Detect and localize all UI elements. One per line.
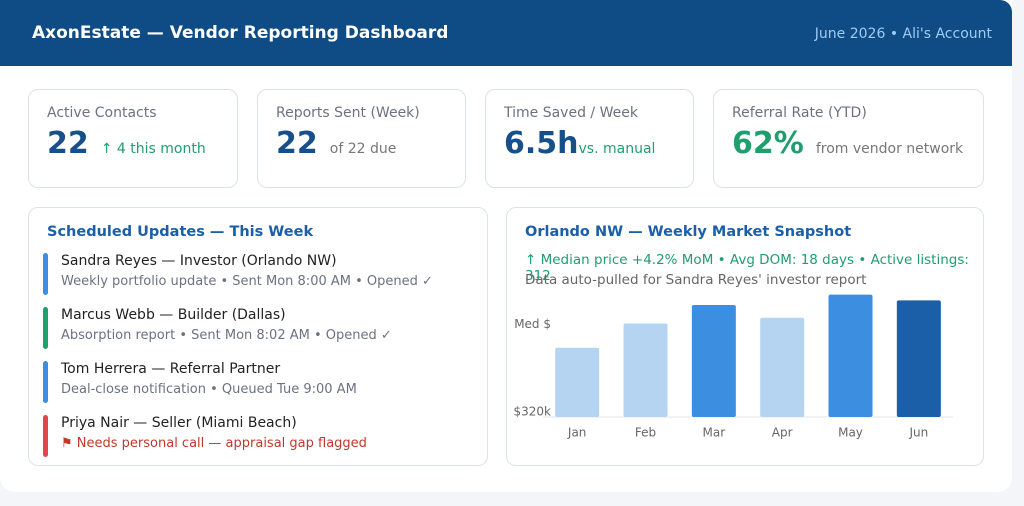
panel-title: Scheduled Updates — This Week bbox=[47, 224, 314, 240]
bar bbox=[896, 300, 941, 417]
update-title: Marcus Webb — Builder (Dallas) bbox=[61, 307, 286, 323]
stat-card: Time Saved / Week 6.5hvs. manual bbox=[485, 89, 694, 188]
update-item[interactable]: Priya Nair — Seller (Miami Beach) ⚑ Needs… bbox=[43, 415, 463, 459]
stat-value: 22 bbox=[47, 126, 89, 161]
bar bbox=[555, 347, 600, 417]
update-title: Priya Nair — Seller (Miami Beach) bbox=[61, 415, 297, 431]
stat-note: of 22 due bbox=[329, 141, 397, 157]
accent-bar bbox=[43, 307, 48, 349]
stat-value-row: 6.5hvs. manual bbox=[504, 126, 655, 161]
updates-panel: Scheduled Updates — This Week Sandra Rey… bbox=[28, 207, 488, 466]
stat-value-row: 22 of 22 due bbox=[276, 126, 396, 161]
market-note: Data auto-pulled for Sandra Reyes' inves… bbox=[525, 272, 867, 288]
dashboard: AxonEstate — Vendor Reporting Dashboard … bbox=[0, 0, 1012, 492]
stat-label: Reports Sent (Week) bbox=[276, 105, 420, 121]
stat-card: Reports Sent (Week) 22 of 22 due bbox=[257, 89, 466, 188]
stat-note: vs. manual bbox=[578, 141, 656, 157]
stat-value-row: 22 ↑ 4 this month bbox=[47, 126, 206, 161]
stat-label: Referral Rate (YTD) bbox=[732, 105, 867, 121]
bar bbox=[623, 323, 668, 417]
update-title: Sandra Reyes — Investor (Orlando NW) bbox=[61, 253, 337, 269]
update-item[interactable]: Sandra Reyes — Investor (Orlando NW) Week… bbox=[43, 253, 463, 297]
panel-title: Orlando NW — Weekly Market Snapshot bbox=[525, 224, 852, 240]
y-tick-label: $320k bbox=[514, 405, 552, 419]
update-item[interactable]: Marcus Webb — Builder (Dallas) Absorption… bbox=[43, 307, 463, 351]
stat-note: ↑ 4 this month bbox=[100, 141, 206, 157]
x-tick-label: Jan bbox=[567, 426, 587, 440]
update-detail: ⚑ Needs personal call — appraisal gap fl… bbox=[61, 436, 367, 451]
bar bbox=[760, 317, 805, 417]
stat-note: from vendor network bbox=[815, 141, 964, 157]
accent-bar bbox=[43, 415, 48, 457]
x-tick-label: Jun bbox=[908, 426, 928, 440]
bar bbox=[691, 305, 736, 417]
stat-value: 22 bbox=[276, 126, 318, 161]
update-title: Tom Herrera — Referral Partner bbox=[61, 361, 281, 377]
accent-bar bbox=[43, 253, 48, 295]
stat-label: Time Saved / Week bbox=[504, 105, 638, 121]
update-detail: Absorption report • Sent Mon 8:02 AM • O… bbox=[61, 328, 392, 343]
x-tick-label: Feb bbox=[635, 426, 656, 440]
stat-value: 62% bbox=[732, 126, 804, 161]
update-item[interactable]: Tom Herrera — Referral Partner Deal-close… bbox=[43, 361, 463, 405]
x-tick-label: May bbox=[838, 426, 863, 440]
x-tick-label: Apr bbox=[772, 426, 793, 440]
account[interactable]: June 2026 • Ali's Account bbox=[814, 26, 992, 42]
update-detail: Weekly portfolio update • Sent Mon 8:00 … bbox=[61, 274, 433, 289]
y-tick-label: Med $ bbox=[514, 317, 551, 331]
stat-value-row: 62% from vendor network bbox=[732, 126, 963, 161]
stat-card: Referral Rate (YTD) 62% from vendor networ… bbox=[713, 89, 984, 188]
stat-label: Active Contacts bbox=[47, 105, 157, 121]
title: AxonEstate — Vendor Reporting Dashboard bbox=[32, 23, 449, 43]
x-tick-label: Mar bbox=[703, 426, 726, 440]
accent-bar bbox=[43, 361, 48, 403]
stat-card: Active Contacts 22 ↑ 4 this month bbox=[28, 89, 238, 188]
market-summary: ↑ Median price +4.2% MoM • Avg DOM: 18 d… bbox=[525, 252, 969, 284]
chart: $320k Med $ Jan Feb Mar Apr May Jun bbox=[514, 294, 953, 440]
bar bbox=[828, 294, 873, 417]
update-detail: Deal-close notification • Queued Tue 9:0… bbox=[61, 382, 357, 397]
header: AxonEstate — Vendor Reporting Dashboard … bbox=[0, 0, 1012, 66]
stat-value: 6.5h bbox=[504, 126, 579, 161]
